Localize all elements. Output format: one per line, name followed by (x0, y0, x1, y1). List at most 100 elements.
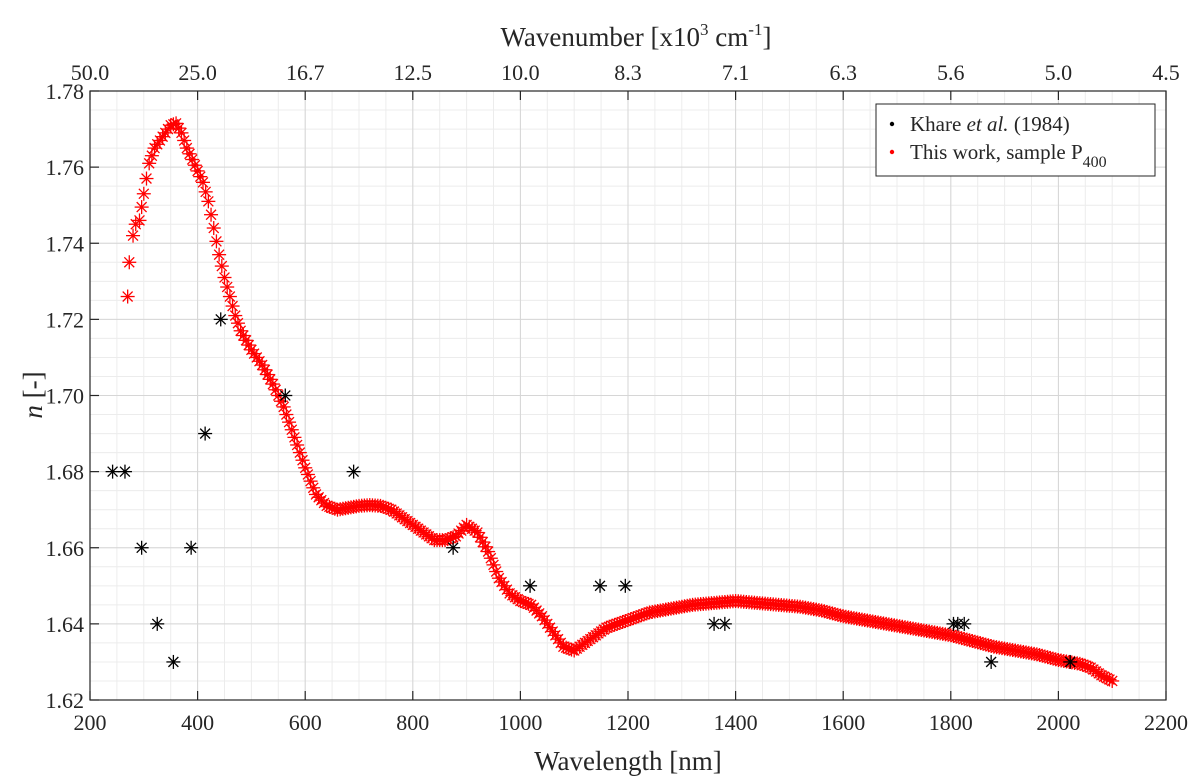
y-tick-label: 1.66 (46, 536, 85, 561)
y-tick-label: 1.76 (46, 155, 85, 180)
top-tick-label: 5.0 (1045, 60, 1073, 85)
x-tick-label: 1000 (498, 710, 542, 735)
y-axis-title-symbol: n (18, 405, 48, 419)
x-axis: 200 400 600 800 1000 1200 1400 1600 1800 2000 2200 (74, 691, 1188, 735)
data-point-this-work (195, 175, 210, 190)
top-tick-label: 12.5 (394, 60, 433, 85)
data-point-khare (105, 464, 120, 479)
legend-this-work-sub: 400 (1083, 154, 1107, 171)
top-axis-title: Wavenumber [x103 cm-1] (501, 20, 772, 52)
legend-this-work-pre: This work, sample P (910, 140, 1083, 164)
top-axis-title-mid: cm (709, 22, 749, 52)
data-point-this-work (214, 259, 229, 274)
data-point-this-work (489, 564, 504, 579)
data-point-this-work (122, 255, 137, 270)
legend-dot-khare (889, 121, 895, 127)
top-tick-label: 50.0 (71, 60, 110, 85)
data-point-khare (150, 616, 165, 631)
data-point-khare (117, 464, 132, 479)
y-axis-title-unit: [-] (18, 371, 48, 405)
data-point-khare (1063, 654, 1078, 669)
data-point-khare (213, 312, 228, 327)
series-this-work (120, 116, 1120, 688)
y-tick-label: 1.74 (46, 231, 85, 256)
top-tick-label: 8.3 (614, 60, 642, 85)
series-khare (105, 312, 1078, 669)
top-tick-label: 25.0 (178, 60, 217, 85)
data-point-this-work (193, 169, 208, 184)
top-tick-label: 10.0 (501, 60, 540, 85)
legend-marker-khare (889, 121, 895, 127)
x-tick-label: 2000 (1036, 710, 1080, 735)
legend-box (875, 103, 1156, 177)
top-axis-title-main: Wavenumber [x10 (501, 22, 701, 52)
y-tick-label: 1.62 (46, 688, 85, 713)
top-tick-label: 7.1 (722, 60, 750, 85)
data-point-khare (957, 616, 972, 631)
x-tick-label: 200 (74, 710, 107, 735)
data-point-this-work (537, 613, 552, 628)
y-tick-label: 1.70 (46, 384, 85, 409)
legend-label-this-work: This work, sample P400 (910, 140, 1107, 171)
data-point-khare (346, 464, 361, 479)
data-point-khare (278, 388, 293, 403)
top-axis-title-end: ] (762, 22, 771, 52)
data-point-this-work (171, 121, 186, 136)
data-point-this-work (209, 234, 224, 249)
x-tick-label: 800 (396, 710, 429, 735)
x-tick-label: 2200 (1144, 710, 1188, 735)
y-axis-title: n [-] (18, 371, 48, 418)
x-tick-label: 1200 (606, 710, 650, 735)
data-point-this-work (220, 280, 235, 295)
data-point-khare (618, 578, 633, 593)
y-tick-label: 1.64 (46, 612, 85, 637)
legend-label-khare: Khare et al. (1984) (910, 112, 1070, 136)
data-point-this-work (126, 228, 141, 243)
x-tick-label: 1400 (714, 710, 758, 735)
top-axis-title-sup1: 3 (700, 20, 709, 39)
data-point-this-work (204, 207, 219, 222)
legend-marker-this-work (889, 149, 895, 155)
data-point-this-work (1105, 673, 1120, 688)
y-tick-label: 1.72 (46, 307, 85, 332)
data-point-khare (523, 578, 538, 593)
legend-khare-pre: Khare (910, 112, 967, 136)
data-point-this-work (182, 146, 197, 161)
top-tick-label: 16.7 (286, 60, 325, 85)
top-tick-label: 6.3 (829, 60, 857, 85)
x-tick-label: 1800 (929, 710, 973, 735)
x-tick-label: 1600 (821, 710, 865, 735)
data-point-this-work (198, 184, 213, 199)
data-point-khare (707, 616, 722, 631)
data-point-khare (446, 540, 461, 555)
data-point-this-work (217, 270, 232, 285)
data-point-this-work (136, 186, 151, 201)
top-axis: 50.0 25.0 16.7 12.5 10.0 8.3 7.1 6.3 5.6 5.0 4.5 (71, 60, 1180, 100)
data-point-this-work (222, 289, 237, 304)
legend-khare-post: (1984) (1009, 112, 1070, 136)
data-point-this-work (201, 194, 216, 209)
data-point-this-work (134, 200, 149, 215)
data-point-khare (184, 540, 199, 555)
legend-dot-this-work (889, 149, 895, 155)
data-point-this-work (212, 247, 227, 262)
data-point-this-work (225, 299, 240, 314)
legend: Khare et al. (1984) This work, sample P4… (875, 103, 1156, 177)
x-axis-title: Wavelength [nm] (534, 746, 722, 776)
top-tick-label: 5.6 (937, 60, 965, 85)
data-point-khare (717, 616, 732, 631)
data-point-khare (984, 654, 999, 669)
y-tick-label: 1.78 (46, 79, 85, 104)
data-point-khare (593, 578, 608, 593)
data-point-this-work (139, 171, 154, 186)
data-point-this-work (132, 213, 147, 228)
data-point-this-work (120, 289, 135, 304)
data-point-khare (198, 426, 213, 441)
data-point-khare (134, 540, 149, 555)
top-axis-title-sup2: -1 (748, 20, 762, 39)
y-axis: 1.62 1.64 1.66 1.68 1.70 1.72 1.74 1.76 1.78 (46, 79, 99, 713)
data-point-this-work (268, 382, 283, 397)
top-tick-label: 4.5 (1152, 60, 1180, 85)
x-tick-label: 400 (181, 710, 214, 735)
y-tick-label: 1.68 (46, 460, 85, 485)
